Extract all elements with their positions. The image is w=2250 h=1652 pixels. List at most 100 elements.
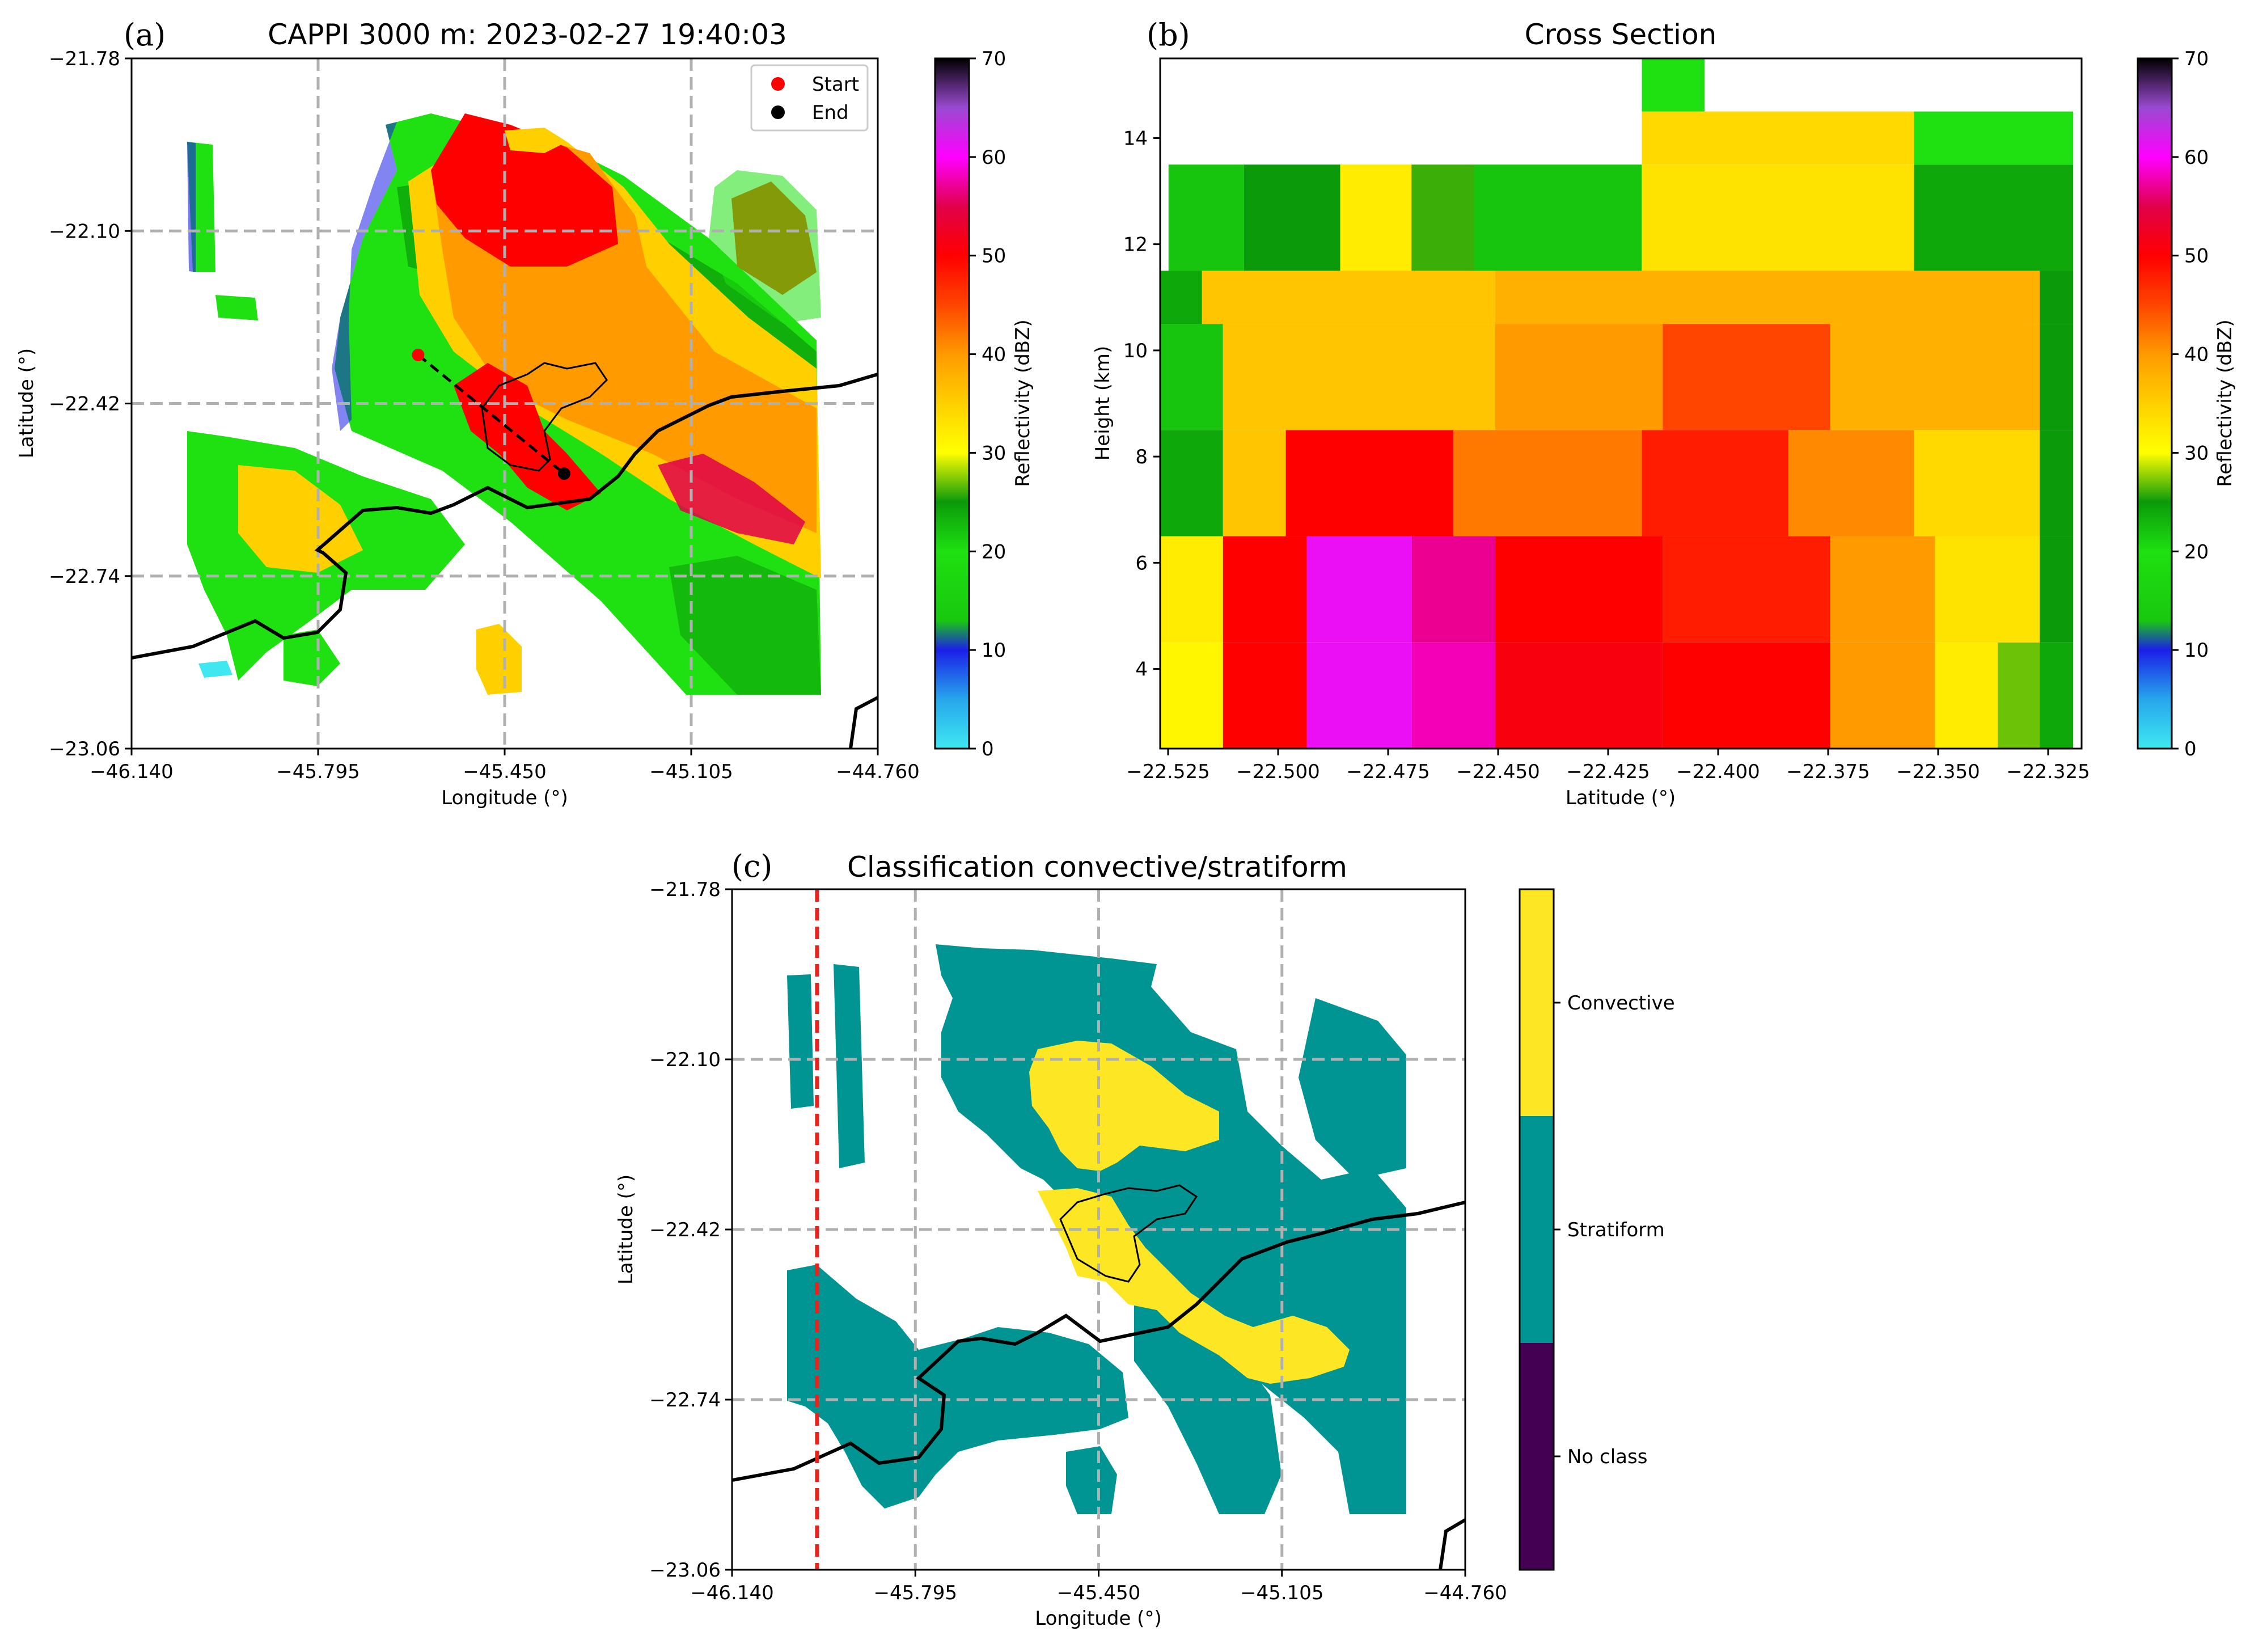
cross-section-cell — [1285, 430, 1454, 536]
panel-b-y-ticks: 4 6 8 10 12 14 — [1123, 127, 1160, 681]
watershed-outline — [481, 362, 608, 472]
state-border-line-south — [1439, 1518, 1465, 1570]
echo-south-small — [284, 629, 340, 686]
y-tick-label: −22.10 — [49, 220, 120, 243]
cross-section-cell — [1495, 642, 1663, 749]
cross-section-cell — [2040, 430, 2074, 536]
cross-section-cell — [1642, 58, 1705, 112]
cross-section-cell — [2040, 271, 2074, 324]
panel-a-x-axis: −46.140 −45.795 −45.450 −45.105 −44.760 Long… — [90, 749, 920, 809]
x-tick-label: −22.400 — [1676, 760, 1760, 783]
legend-start-label: Start — [812, 73, 859, 96]
state-border-line — [132, 373, 878, 660]
colorbar-tick-label: 20 — [982, 540, 1006, 563]
x-tick-label: −44.760 — [1423, 1582, 1507, 1604]
colorbar-tick-label: 10 — [982, 639, 1006, 662]
x-tick-label: −45.450 — [463, 760, 546, 783]
legend-end-label: End — [812, 102, 849, 124]
panel-c-title: Classification convective/stratiform — [847, 851, 1347, 884]
cross-section-cell — [1474, 164, 1642, 271]
panel-b-title: Cross Section — [1525, 18, 1717, 51]
cross-section-cell — [1663, 642, 1830, 749]
panel-a-x-label: Longitude (°) — [441, 787, 568, 809]
cross-section-cell — [1160, 536, 1223, 643]
panel-a-legend: Start End — [750, 64, 869, 132]
echo-north-small — [505, 128, 567, 153]
colorbar-tick-label: 50 — [982, 245, 1006, 268]
echo-small-west-cell — [215, 295, 258, 320]
colorbar-b-ticks: 0 10 20 30 40 50 60 70 — [2172, 48, 2209, 760]
echo-cell-northeast-outer — [709, 170, 821, 323]
panel-a-y-axis: −21.78 −22.10 −22.42 −22.74 −23.06 Latitude … — [15, 48, 132, 760]
colorbar-tick-label: 20 — [2184, 540, 2209, 563]
colorbar-tick-label: 60 — [2184, 146, 2209, 169]
convective-region — [1029, 1041, 1350, 1384]
cross-section-cell — [1411, 164, 1474, 271]
cross-section-cell — [1306, 642, 1412, 749]
x-tick-label: −45.105 — [649, 760, 733, 783]
cross-section-cell — [1788, 430, 1914, 536]
cross-section-cell — [1914, 430, 2040, 536]
colorbar-c-label-no-class: No class — [1567, 1446, 1647, 1468]
cross-section-cell — [2040, 324, 2074, 430]
x-tick-label: −22.475 — [1346, 760, 1429, 783]
cross-section-cell — [1663, 536, 1830, 643]
echo-red-core-east — [658, 454, 805, 544]
y-tick-label: 14 — [1123, 127, 1148, 150]
cross-section-cell — [2040, 642, 2074, 749]
x-tick-label: −22.375 — [1786, 760, 1870, 783]
x-tick-label: −46.140 — [690, 1582, 773, 1604]
echo-west-cluster-yellow — [238, 465, 363, 573]
stratiform-northeast-band — [1299, 998, 1406, 1180]
cross-section-cell — [1223, 642, 1307, 749]
y-tick-label: 12 — [1123, 234, 1148, 256]
cross-section-cell — [1830, 536, 1935, 643]
colorbar-c-label-convective: Convective — [1567, 992, 1675, 1015]
cross-section-cell — [1340, 164, 1412, 271]
colorbar-tick-label: 70 — [2184, 48, 2209, 70]
panel-c-colorbar: No class Stratiform Convective — [1519, 888, 1675, 1571]
colorbar-c-label-stratiform: Stratiform — [1567, 1219, 1665, 1241]
panel-b-cross-section-cells — [1160, 58, 2074, 749]
x-tick-label: −45.105 — [1240, 1582, 1323, 1604]
echo-south-cell — [476, 624, 522, 695]
cross-section-cell — [1223, 324, 1495, 430]
panel-a-reflectivity-field — [187, 113, 821, 695]
legend-end-marker — [771, 105, 785, 119]
cross-section-cell — [1160, 271, 1202, 324]
cross-section-cell — [1998, 642, 2040, 749]
colorbar-tick-label: 0 — [2184, 738, 2197, 760]
colorbar-tick-label: 30 — [982, 442, 1006, 464]
cross-section-cell — [1642, 430, 1788, 536]
colorbar-tick-label: 50 — [2184, 245, 2209, 268]
start-marker — [412, 348, 425, 361]
state-border-line-south — [849, 696, 878, 749]
colorbar-a-bar — [934, 57, 970, 750]
convective-center-band — [1038, 1188, 1350, 1384]
panel-b-colorbar: 0 10 20 30 40 50 60 70 Reflectivity (dBZ) — [2137, 48, 2236, 760]
stratiform-west-strip-2 — [834, 964, 865, 1168]
panel-c-plot-area — [732, 889, 1465, 1570]
cross-section-cell — [1411, 536, 1495, 643]
panel-c-x-label: Longitude (°) — [1035, 1607, 1161, 1630]
x-tick-label: −45.450 — [1057, 1582, 1140, 1604]
colorbar-tick-label: 30 — [2184, 442, 2209, 464]
cross-section-cell — [1935, 642, 1998, 749]
panel-a-plot-area — [132, 58, 878, 749]
panel-c-x-ticks: −46.140 −45.795 −45.450 −45.105 −44.760 — [690, 1570, 1507, 1604]
panel-b: (b) Cross Section −22.525 −22.500 −22.475−… — [1092, 17, 2236, 809]
panel-c-label: (c) — [731, 848, 772, 884]
x-tick-label: −22.350 — [1896, 760, 1980, 783]
cross-section-cell — [1223, 536, 1307, 643]
panel-a-gridlines — [132, 58, 878, 749]
cross-section-cell — [1914, 164, 2074, 271]
cross-section-cell — [1495, 324, 1663, 430]
y-tick-label: −21.78 — [49, 48, 120, 70]
echo-cyan-patch — [198, 661, 232, 678]
stratiform-west-strip — [787, 974, 814, 1109]
panel-a: (a) CAPPI 3000 m: 2023-02-27 19:40:03 — [15, 17, 1034, 809]
cross-section-cell — [1160, 324, 1223, 430]
x-tick-label: −22.450 — [1456, 760, 1540, 783]
cross-section-cell — [1642, 111, 1914, 165]
